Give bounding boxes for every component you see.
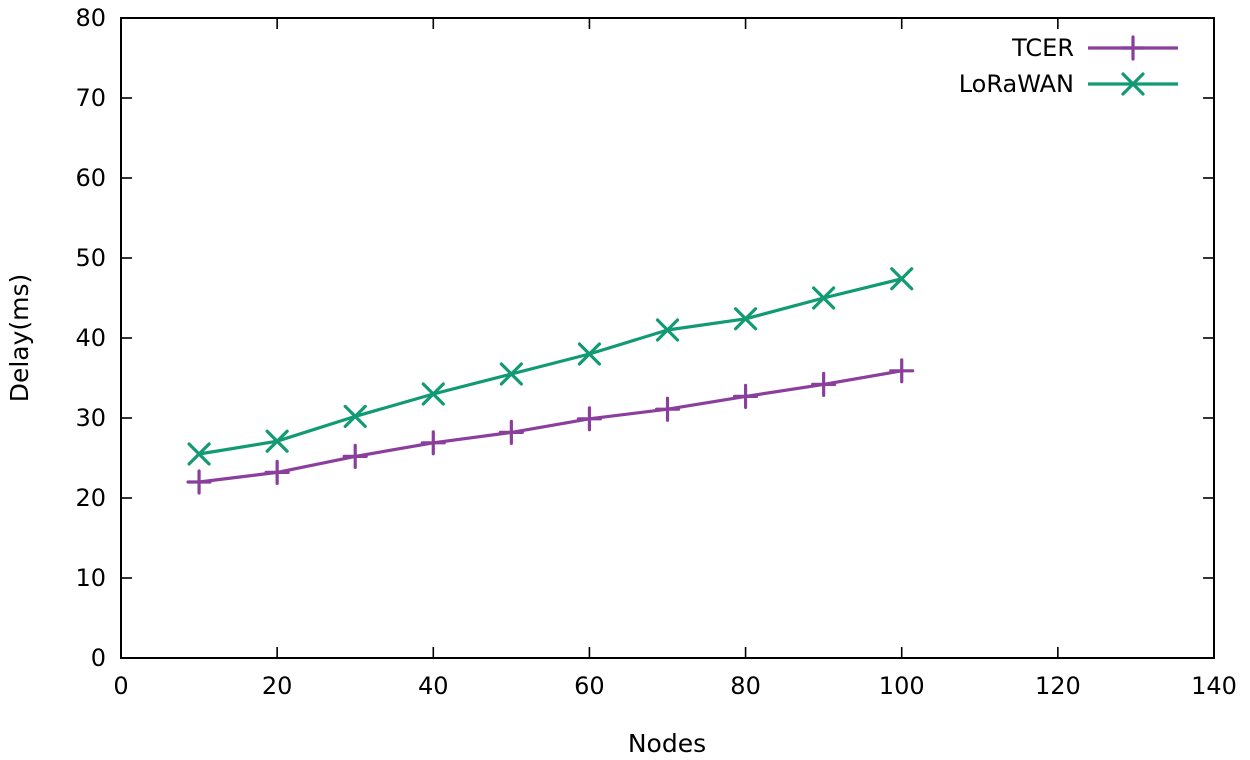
data-point-lorawan [187, 442, 211, 466]
x-axis-title: Nodes [628, 729, 706, 758]
data-point-tcer [811, 371, 837, 397]
data-point-tcer [498, 419, 524, 445]
y-tick-label: 0 [91, 644, 106, 672]
data-point-lorawan [421, 382, 445, 406]
data-point-tcer [420, 430, 446, 456]
x-tick-label: 140 [1191, 672, 1237, 700]
y-tick-label: 20 [75, 484, 106, 512]
y-tick-label: 70 [75, 84, 106, 112]
y-axis-title: Delay(ms) [5, 274, 34, 403]
series-line-tcer [198, 369, 902, 484]
data-point-lorawan [265, 429, 289, 453]
y-tick-label: 10 [75, 564, 106, 592]
data-point-lorawan [343, 404, 367, 428]
data-point-tcer [889, 358, 915, 384]
x-tick-label: 120 [1035, 672, 1081, 700]
legend-marker [1121, 72, 1145, 96]
y-tick-label: 40 [75, 324, 106, 352]
series-layer [186, 267, 915, 495]
data-point-tcer [186, 469, 212, 495]
x-tick-label: 80 [730, 672, 761, 700]
data-point-tcer [342, 443, 368, 469]
x-tick-label: 20 [262, 672, 293, 700]
data-point-lorawan [812, 286, 836, 310]
legend-marker [1120, 35, 1146, 61]
legend-item-tcer: TCER [1011, 34, 1178, 62]
data-point-lorawan [655, 318, 680, 342]
legend: TCER LoRaWAN [959, 34, 1178, 98]
series-line-lorawan [198, 277, 903, 456]
legend-label: TCER [1011, 34, 1074, 62]
data-point-tcer [576, 406, 603, 432]
y-tick-label: 60 [75, 164, 106, 192]
axis-ticks: 0 20 40 60 80 100 120 140 0 10 20 30 40 50 60 70 80 [75, 4, 1236, 700]
x-tick-label: 60 [574, 672, 605, 700]
x-tick-label: 40 [418, 672, 449, 700]
x-tick-label: 0 [113, 672, 128, 700]
data-point-lorawan [499, 362, 523, 386]
data-point-tcer [732, 383, 759, 409]
y-tick-label: 30 [75, 404, 106, 432]
plot-frame [120, 17, 1215, 659]
x-tick-label: 100 [879, 672, 925, 700]
legend-label: LoRaWAN [959, 70, 1074, 98]
data-point-lorawan [890, 267, 914, 291]
data-point-tcer [654, 396, 681, 422]
data-point-lorawan [733, 307, 758, 331]
legend-item-lorawan: LoRaWAN [959, 70, 1178, 98]
y-tick-label: 80 [75, 4, 106, 32]
data-point-tcer [264, 459, 290, 485]
data-point-lorawan [577, 342, 602, 366]
y-tick-label: 50 [75, 244, 106, 272]
